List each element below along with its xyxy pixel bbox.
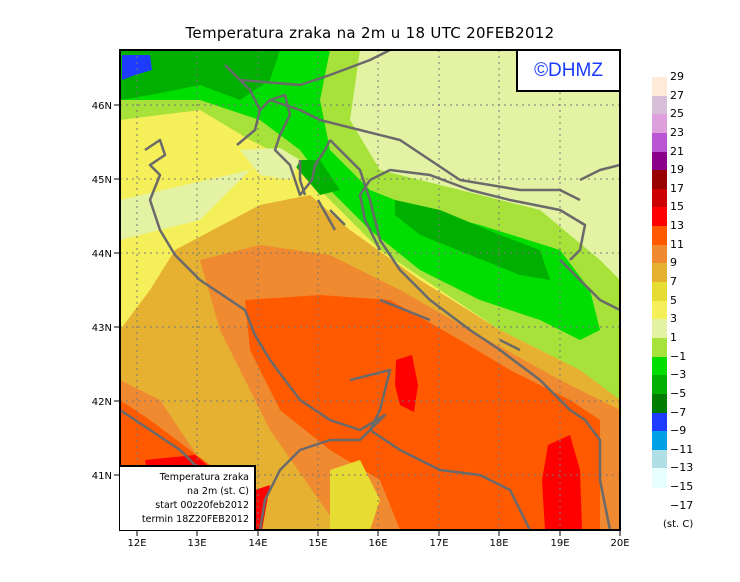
lat-label: 43N: [92, 323, 112, 334]
lat-label: 45N: [92, 175, 112, 186]
grid-lines: [120, 50, 620, 530]
legend-swatch: [652, 207, 667, 227]
field-light-green: [120, 50, 620, 420]
lat-label: 41N: [92, 471, 112, 482]
legend-label: 23: [670, 125, 684, 139]
lon-label: 20E: [610, 538, 629, 549]
legend-label: 21: [670, 144, 684, 158]
info-line-1: Temperatura zraka: [159, 472, 249, 483]
map-title: Temperatura zraka na 2m u 18 UTC 20FEB20…: [185, 24, 555, 42]
legend-label: −17: [670, 498, 694, 512]
lon-label: 19E: [550, 538, 569, 549]
lat-label: 46N: [92, 101, 112, 112]
legend-label: 9: [670, 256, 677, 270]
legend-swatch: [652, 132, 667, 153]
legend-label: 7: [670, 275, 677, 289]
info-line-3: start 00z20feb2012: [155, 500, 249, 511]
legend-swatch: [652, 393, 667, 413]
legend-swatch: [652, 319, 667, 339]
lon-label: 14E: [248, 538, 267, 549]
legend-label: 11: [670, 237, 684, 251]
field-dark-green: [120, 50, 550, 280]
legend-label: −13: [670, 461, 694, 475]
temperature-field: [120, 50, 620, 530]
legend-swatch: [652, 95, 667, 115]
lon-label: 16E: [368, 538, 387, 549]
lon-label: 15E: [308, 538, 327, 549]
legend-swatch: [652, 151, 667, 171]
legend-swatch: [652, 263, 667, 283]
legend-swatch: [652, 188, 667, 208]
lon-label: 13E: [187, 538, 206, 549]
legend-swatch: [652, 337, 667, 358]
legend-label: 25: [670, 107, 684, 121]
info-line-2: na 2m (st. C): [187, 486, 249, 497]
lat-label: 42N: [92, 397, 112, 408]
legend-label: −7: [670, 405, 687, 419]
legend-label: 13: [670, 219, 684, 233]
legend-swatch: [652, 356, 667, 376]
legend-label: −1: [670, 349, 687, 363]
legend-label: 27: [670, 88, 684, 102]
legend-label: 29: [670, 70, 684, 83]
legend-swatch: [652, 226, 667, 246]
lat-label: 44N: [92, 249, 112, 260]
field-blue: [122, 55, 152, 80]
lon-label: 18E: [489, 538, 508, 549]
lon-label: 12E: [127, 538, 146, 549]
field-orange-red: [120, 295, 600, 530]
legend-swatch: [652, 375, 667, 395]
legend-swatch: [652, 77, 667, 97]
legend-unit: (st. C): [663, 519, 694, 530]
legend-label: −3: [670, 368, 687, 382]
legend-swatch: [652, 114, 667, 134]
lon-label: 17E: [429, 538, 448, 549]
legend-swatch: [652, 412, 667, 432]
legend-label: −11: [670, 442, 694, 456]
field-yellow-spot: [330, 460, 380, 530]
legend-label: −9: [670, 424, 687, 438]
info-line-4: termin 18Z20FEB2012: [141, 514, 249, 525]
dhmz-watermark: ©DHMZ: [516, 51, 619, 92]
legend-label: −5: [670, 386, 687, 400]
legend-swatch: [652, 468, 667, 488]
legend-swatch: [652, 244, 667, 264]
legend-label: 5: [670, 293, 677, 307]
info-box: Temperatura zraka na 2m (st. C) start 00…: [120, 465, 256, 530]
legend-label: 1: [670, 330, 677, 344]
legend-label: −15: [670, 480, 694, 494]
legend-swatch: [652, 300, 667, 320]
legend-swatch: [652, 170, 667, 190]
legend-label: 19: [670, 163, 684, 177]
legend-swatch: [652, 282, 667, 302]
legend-label: 17: [670, 181, 684, 195]
legend-label: 3: [670, 312, 677, 326]
map-frame: [119, 49, 621, 531]
legend-label: 15: [670, 200, 684, 214]
legend-swatch: [652, 431, 667, 451]
lon-ticks: [114, 104, 621, 536]
legend-swatch: [652, 449, 667, 469]
